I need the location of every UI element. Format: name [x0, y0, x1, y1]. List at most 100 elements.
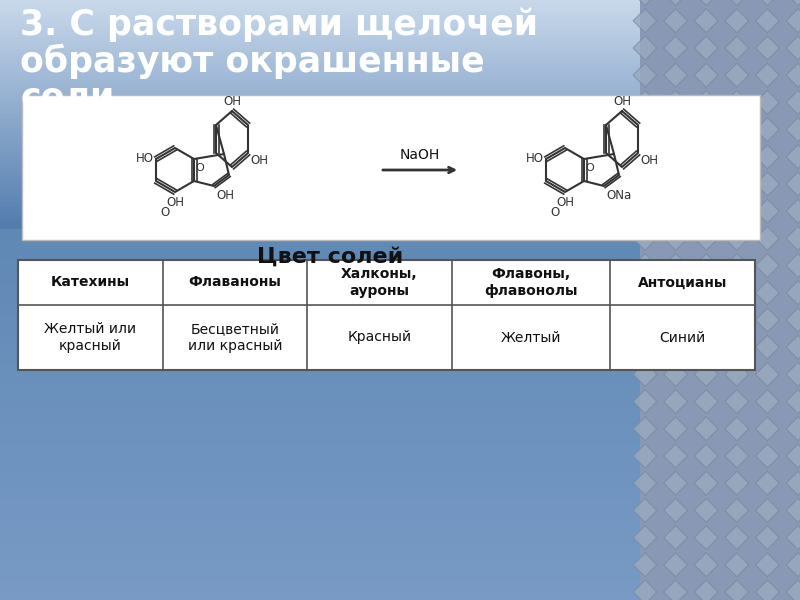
- Bar: [0, 133, 640, 138]
- Bar: [0, 469, 640, 476]
- Polygon shape: [633, 118, 657, 142]
- Bar: [0, 194, 640, 199]
- Bar: [0, 18, 640, 23]
- Bar: [18, 260, 755, 370]
- Polygon shape: [725, 472, 749, 495]
- Polygon shape: [633, 172, 657, 196]
- Bar: [0, 593, 640, 600]
- Polygon shape: [786, 335, 800, 359]
- Polygon shape: [694, 226, 718, 250]
- Bar: [0, 45, 640, 50]
- Bar: [0, 14, 640, 19]
- Polygon shape: [755, 526, 779, 550]
- Polygon shape: [755, 335, 779, 359]
- Bar: [0, 525, 640, 532]
- Bar: [0, 118, 640, 122]
- Polygon shape: [725, 417, 749, 440]
- Polygon shape: [694, 172, 718, 196]
- Bar: [0, 0, 640, 4]
- Bar: [0, 137, 640, 142]
- Polygon shape: [755, 362, 779, 386]
- Polygon shape: [786, 254, 800, 277]
- Polygon shape: [725, 36, 749, 60]
- Polygon shape: [786, 172, 800, 196]
- Polygon shape: [694, 580, 718, 600]
- Polygon shape: [786, 9, 800, 32]
- Polygon shape: [633, 199, 657, 223]
- Bar: [0, 284, 640, 292]
- Bar: [0, 401, 640, 409]
- Polygon shape: [694, 91, 718, 114]
- Bar: [0, 221, 640, 226]
- Bar: [0, 371, 640, 378]
- Bar: [0, 64, 640, 69]
- Bar: [0, 531, 640, 538]
- Polygon shape: [786, 118, 800, 142]
- Polygon shape: [694, 145, 718, 169]
- Polygon shape: [664, 444, 687, 468]
- Bar: [0, 191, 640, 196]
- Polygon shape: [694, 526, 718, 550]
- Bar: [0, 175, 640, 180]
- Polygon shape: [694, 254, 718, 277]
- Polygon shape: [633, 444, 657, 468]
- Bar: [0, 420, 640, 427]
- Polygon shape: [755, 145, 779, 169]
- Polygon shape: [694, 9, 718, 32]
- Polygon shape: [664, 335, 687, 359]
- Polygon shape: [755, 553, 779, 577]
- Polygon shape: [786, 362, 800, 386]
- Bar: [0, 395, 640, 403]
- Polygon shape: [633, 553, 657, 577]
- Polygon shape: [725, 281, 749, 305]
- Bar: [0, 476, 640, 483]
- Polygon shape: [786, 226, 800, 250]
- Bar: [22, 95, 760, 240]
- Polygon shape: [664, 145, 687, 169]
- Polygon shape: [786, 63, 800, 87]
- Text: NaOH: NaOH: [400, 148, 440, 162]
- Bar: [0, 210, 640, 215]
- Text: HO: HO: [136, 152, 154, 166]
- Text: Флаваноны: Флаваноны: [188, 275, 282, 289]
- Polygon shape: [725, 0, 749, 5]
- Polygon shape: [786, 91, 800, 114]
- Polygon shape: [694, 308, 718, 332]
- Polygon shape: [755, 390, 779, 413]
- Bar: [0, 408, 640, 415]
- Bar: [0, 172, 640, 176]
- Polygon shape: [786, 281, 800, 305]
- Text: Синий: Синий: [660, 331, 706, 344]
- Polygon shape: [694, 281, 718, 305]
- Polygon shape: [664, 172, 687, 196]
- Polygon shape: [694, 472, 718, 495]
- Polygon shape: [633, 472, 657, 495]
- Polygon shape: [633, 145, 657, 169]
- Polygon shape: [633, 9, 657, 32]
- Bar: [0, 122, 640, 127]
- Polygon shape: [786, 580, 800, 600]
- Polygon shape: [664, 0, 687, 5]
- Bar: [0, 79, 640, 85]
- Polygon shape: [633, 36, 657, 60]
- Polygon shape: [633, 526, 657, 550]
- Polygon shape: [725, 118, 749, 142]
- Text: O: O: [160, 206, 170, 219]
- Polygon shape: [786, 472, 800, 495]
- Bar: [0, 260, 640, 267]
- Bar: [0, 482, 640, 489]
- Bar: [0, 235, 640, 242]
- Polygon shape: [725, 63, 749, 87]
- Bar: [0, 49, 640, 53]
- Bar: [0, 278, 640, 286]
- Bar: [0, 303, 640, 310]
- Polygon shape: [633, 281, 657, 305]
- Text: 3. С растворами щелочей: 3. С растворами щелочей: [20, 8, 538, 43]
- Polygon shape: [786, 145, 800, 169]
- Bar: [0, 130, 640, 134]
- Polygon shape: [664, 199, 687, 223]
- Bar: [0, 187, 640, 191]
- Bar: [0, 10, 640, 16]
- Bar: [0, 494, 640, 502]
- Bar: [0, 297, 640, 304]
